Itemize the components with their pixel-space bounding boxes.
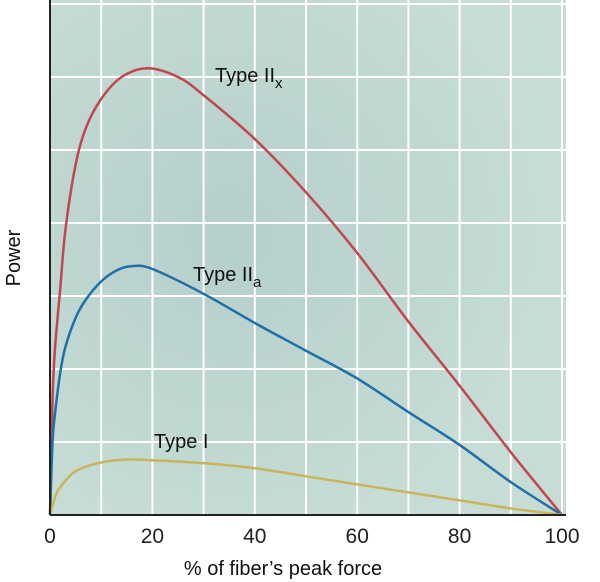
grid xyxy=(50,0,566,515)
label-type-iia: Type IIa xyxy=(193,264,262,291)
label-type-iix: Type IIx xyxy=(215,65,283,92)
x-tick-label: 100 xyxy=(544,525,579,548)
series-line-type-iix xyxy=(48,66,563,516)
series-line-type-iia xyxy=(48,264,563,517)
x-tick-label: 40 xyxy=(243,525,266,548)
x-tick-label: 20 xyxy=(141,525,164,548)
plot-background xyxy=(50,0,566,515)
x-tick-label: 80 xyxy=(448,525,471,548)
label-type-i: Type I xyxy=(154,431,208,453)
series-lines xyxy=(48,66,563,517)
x-tick-label: 60 xyxy=(346,525,369,548)
x-axis-label: % of fiber’s peak force xyxy=(184,558,382,580)
series-line-type-i xyxy=(48,458,563,517)
y-axis-label: Power xyxy=(3,229,25,286)
x-tick-labels: 0 20 40 60 80 100 xyxy=(44,525,579,548)
x-tick-label: 0 xyxy=(44,525,56,548)
